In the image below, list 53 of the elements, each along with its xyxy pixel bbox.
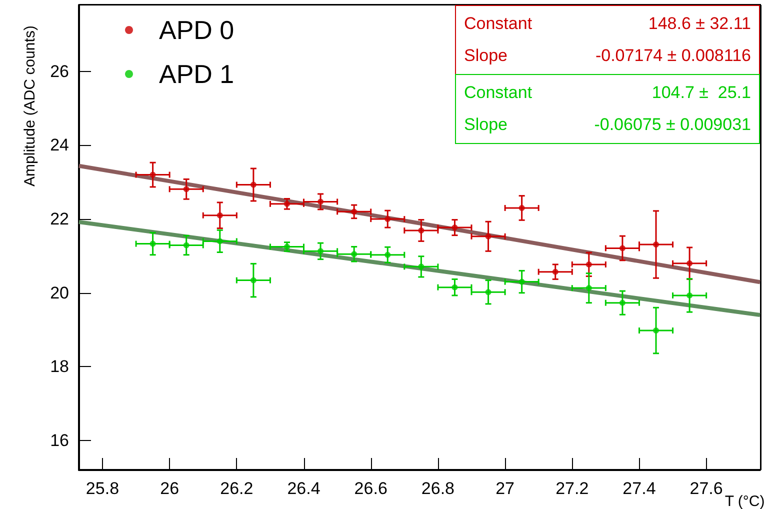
y-tick-label: 24 xyxy=(50,136,69,155)
x-tick-label: 26 xyxy=(160,479,180,498)
point xyxy=(216,212,223,218)
point xyxy=(619,300,626,306)
point xyxy=(384,216,391,222)
point xyxy=(250,182,256,188)
y-tick-label: 20 xyxy=(50,283,69,302)
x-tick-label: 27.2 xyxy=(556,479,589,498)
y-axis-title: Amplitude (ADC counts) xyxy=(22,26,38,186)
y-tick-label: 26 xyxy=(50,62,69,81)
y-tick-label: 16 xyxy=(50,430,69,450)
x-tick-label: 26.8 xyxy=(421,479,454,498)
point xyxy=(686,260,693,266)
point xyxy=(518,278,525,285)
point xyxy=(318,248,324,254)
x-tick-label: 25.8 xyxy=(86,479,120,498)
x-tick-label: 26.2 xyxy=(220,479,254,498)
point xyxy=(619,245,626,252)
point xyxy=(586,285,592,292)
x-axis-title: T (°C) xyxy=(724,493,765,509)
point xyxy=(318,198,324,205)
point xyxy=(418,227,424,234)
point xyxy=(586,261,592,268)
point xyxy=(183,242,190,248)
legend-label: APD 0 xyxy=(159,15,234,45)
x-tick-label: 27.6 xyxy=(690,479,723,498)
legend-label: APD 1 xyxy=(159,59,234,89)
point xyxy=(284,200,290,207)
point xyxy=(653,242,660,248)
point xyxy=(183,186,190,192)
point xyxy=(485,289,492,296)
point xyxy=(552,268,558,275)
point xyxy=(653,328,660,334)
point xyxy=(284,244,290,250)
point xyxy=(485,233,492,240)
point xyxy=(150,172,156,178)
point xyxy=(452,284,458,290)
point xyxy=(216,238,223,244)
x-tick-label: 27 xyxy=(496,479,515,498)
point xyxy=(384,252,391,258)
point xyxy=(518,204,525,211)
point xyxy=(418,264,424,270)
point xyxy=(351,251,358,258)
y-tick-label: 22 xyxy=(50,210,69,229)
y-tick-label: 18 xyxy=(50,357,69,376)
x-tick-label: 26.4 xyxy=(287,479,320,498)
x-tick-label: 26.6 xyxy=(354,479,388,498)
point xyxy=(452,224,458,231)
point xyxy=(150,240,156,247)
point xyxy=(686,292,693,298)
point xyxy=(351,208,358,215)
x-tick-label: 27.4 xyxy=(622,479,656,498)
point xyxy=(250,277,256,284)
